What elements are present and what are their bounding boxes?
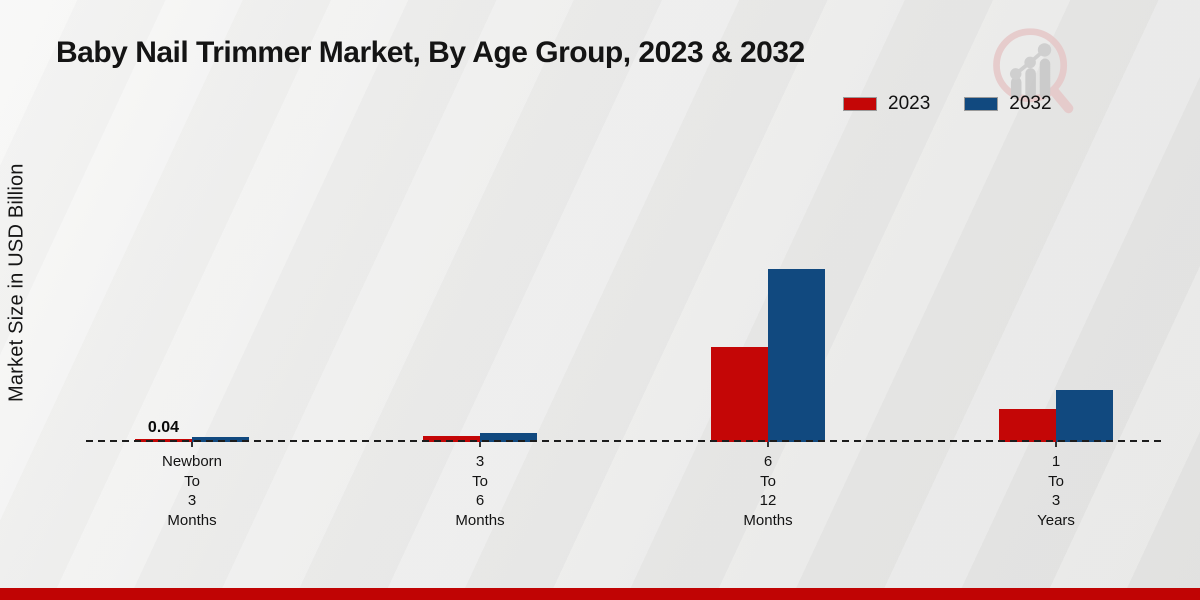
footer-accent-strip	[0, 588, 1200, 600]
bar-value-label: 0.04	[147, 419, 180, 436]
x-axis-tick-0	[191, 442, 193, 447]
x-axis-tick-2	[767, 442, 769, 447]
magnifier-bar-chart-logo-icon	[993, 28, 1074, 114]
x-category-label-2: 6 To 12 Months	[743, 453, 793, 529]
legend-label-2032: 2032	[1009, 93, 1052, 114]
bar-2023-group-2	[711, 347, 768, 442]
legend-item-2032: 2032	[964, 93, 1052, 115]
bar-2032-group-1	[480, 433, 537, 442]
bar-2032-group-2	[768, 269, 825, 442]
bar-2023-group-1	[423, 436, 480, 442]
x-axis-baseline	[86, 440, 1164, 442]
x-category-label-3: 1 To 3 Years	[1037, 453, 1075, 529]
legend: 2023 2032	[843, 93, 1052, 115]
legend-item-2023: 2023	[843, 93, 930, 115]
legend-label-2023: 2023	[888, 93, 931, 114]
x-axis-tick-1	[479, 442, 481, 447]
bar-2032-group-3	[1056, 390, 1113, 442]
x-category-label-1: 3 To 6 Months	[455, 453, 505, 529]
x-category-label-0: Newborn To 3 Months	[161, 453, 223, 529]
bar-2032-group-0	[192, 437, 249, 442]
x-axis-tick-3	[1055, 442, 1057, 447]
legend-swatch-2023	[843, 97, 877, 111]
chart-title: Baby Nail Trimmer Market, By Age Group, …	[56, 36, 805, 69]
legend-swatch-2032	[964, 97, 999, 111]
bar-2023-group-3	[999, 409, 1056, 442]
